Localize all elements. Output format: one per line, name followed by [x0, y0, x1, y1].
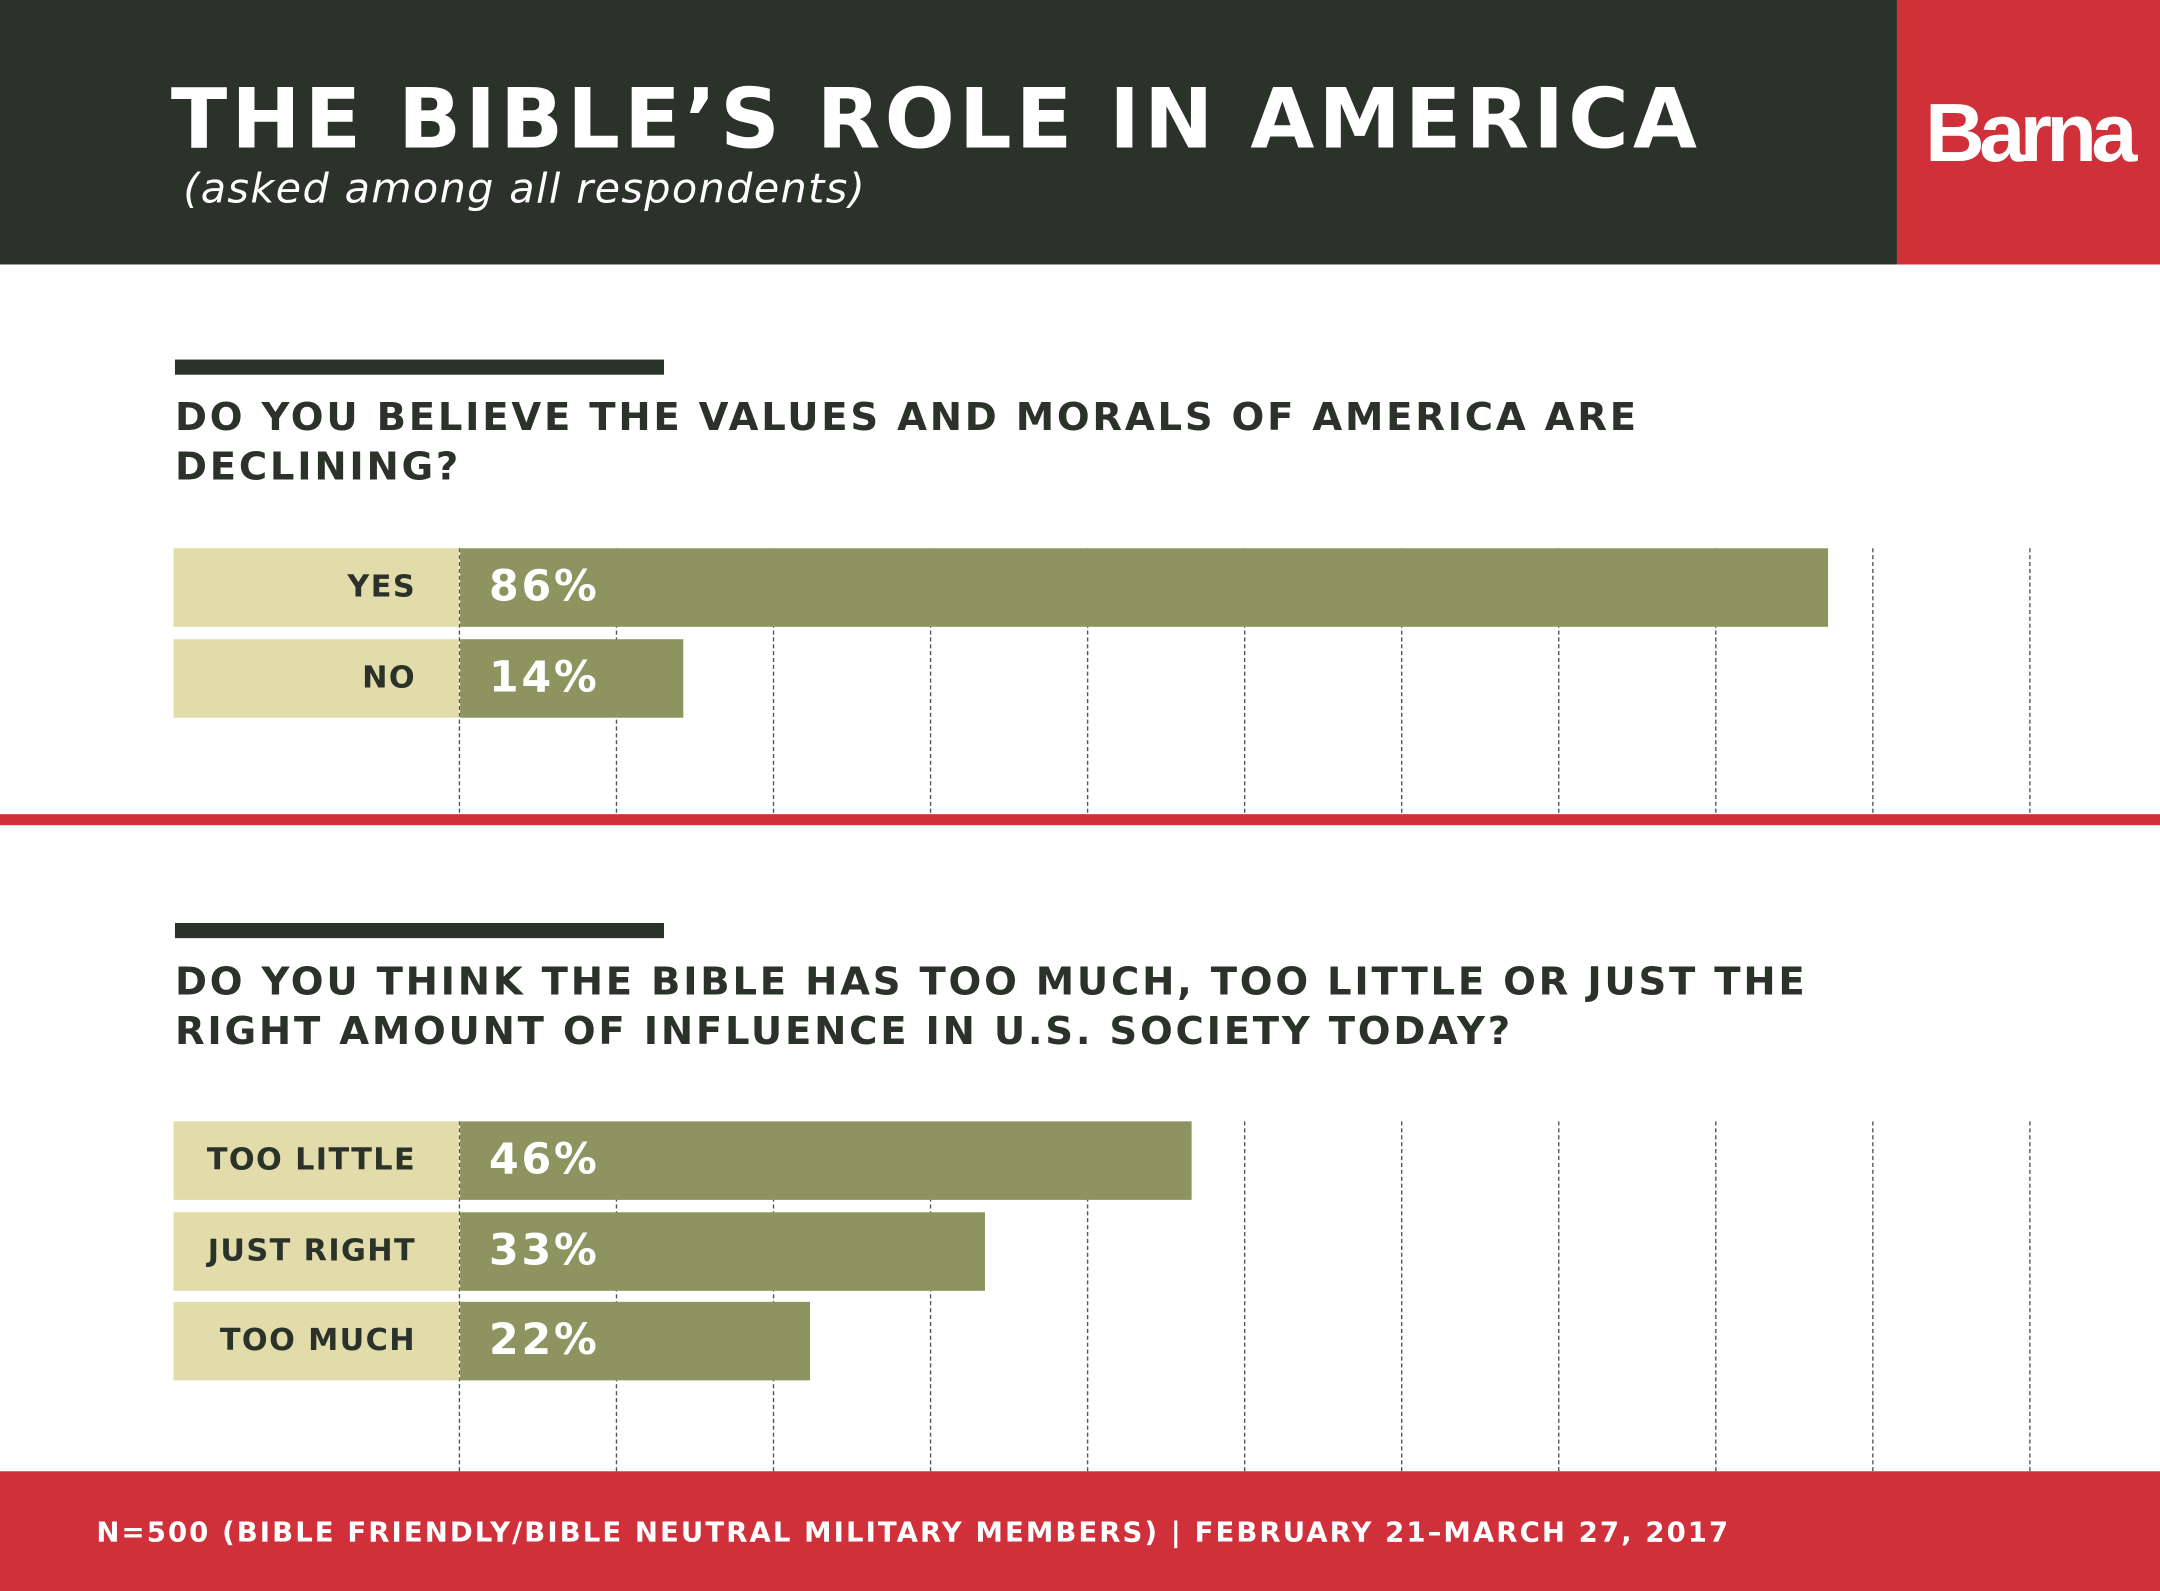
gridline: [772, 548, 775, 813]
bar: [460, 1121, 1193, 1200]
gridline: [1872, 548, 1874, 813]
gridline: [1086, 548, 1089, 813]
footer-banner: [0, 1471, 2160, 1591]
gridline: [2029, 1121, 2031, 1472]
gridline: [615, 1121, 618, 1472]
bar-label: TOO LITTLE: [173, 1121, 459, 1200]
gridline: [458, 1121, 461, 1472]
bar-value-label: 46%: [489, 1135, 600, 1185]
gridline: [1401, 548, 1403, 813]
gridline: [1715, 1121, 1717, 1472]
header-banner: THE BIBLE’S ROLE IN AMERICA (asked among…: [0, 0, 1897, 265]
bar-label: YES: [173, 548, 459, 627]
gridline: [1243, 548, 1246, 813]
bar-value-label: 14%: [489, 652, 600, 702]
bar-label: TOO MUCH: [173, 1301, 459, 1381]
gridline: [1558, 1121, 1560, 1472]
gridline: [929, 548, 932, 813]
gridline: [1558, 548, 1560, 813]
bar: [460, 1211, 986, 1291]
barna-logo: Barna: [1925, 86, 2137, 180]
bar: [460, 548, 1829, 627]
gridline: [458, 548, 461, 813]
section-rule: [174, 359, 665, 375]
question-2: DO YOU THINK THE BIBLE HAS TOO MUCH, TOO…: [174, 958, 1808, 1054]
gridline: [1715, 548, 1717, 813]
gridline: [1243, 1121, 1246, 1472]
bar: [460, 638, 683, 718]
gridline: [2029, 548, 2031, 813]
bar-label: JUST RIGHT: [173, 1211, 459, 1291]
question-1: DO YOU BELIEVE THE VALUES AND MORALS OF …: [174, 393, 1639, 490]
section-rule: [174, 922, 665, 939]
bar-value-label: 22%: [489, 1315, 600, 1366]
gridline: [929, 1121, 932, 1472]
bar-value-label: 86%: [489, 562, 600, 612]
gridline: [772, 1121, 775, 1472]
bar-value-label: 33%: [489, 1225, 600, 1275]
gridline: [1086, 1121, 1089, 1472]
gridline: [1872, 1121, 1874, 1472]
section-divider: [0, 814, 2160, 826]
barna-logo-box: Barna: [1896, 0, 2160, 265]
bar: [460, 1301, 811, 1381]
page-title: THE BIBLE’S ROLE IN AMERICA: [170, 71, 1702, 169]
page-subtitle: (asked among all respondents): [183, 165, 867, 214]
footer-note: N=500 (BIBLE FRIENDLY/BIBLE NEUTRAL MILI…: [96, 1515, 1731, 1549]
bar-label: NO: [173, 638, 459, 718]
gridline: [1401, 1121, 1403, 1472]
